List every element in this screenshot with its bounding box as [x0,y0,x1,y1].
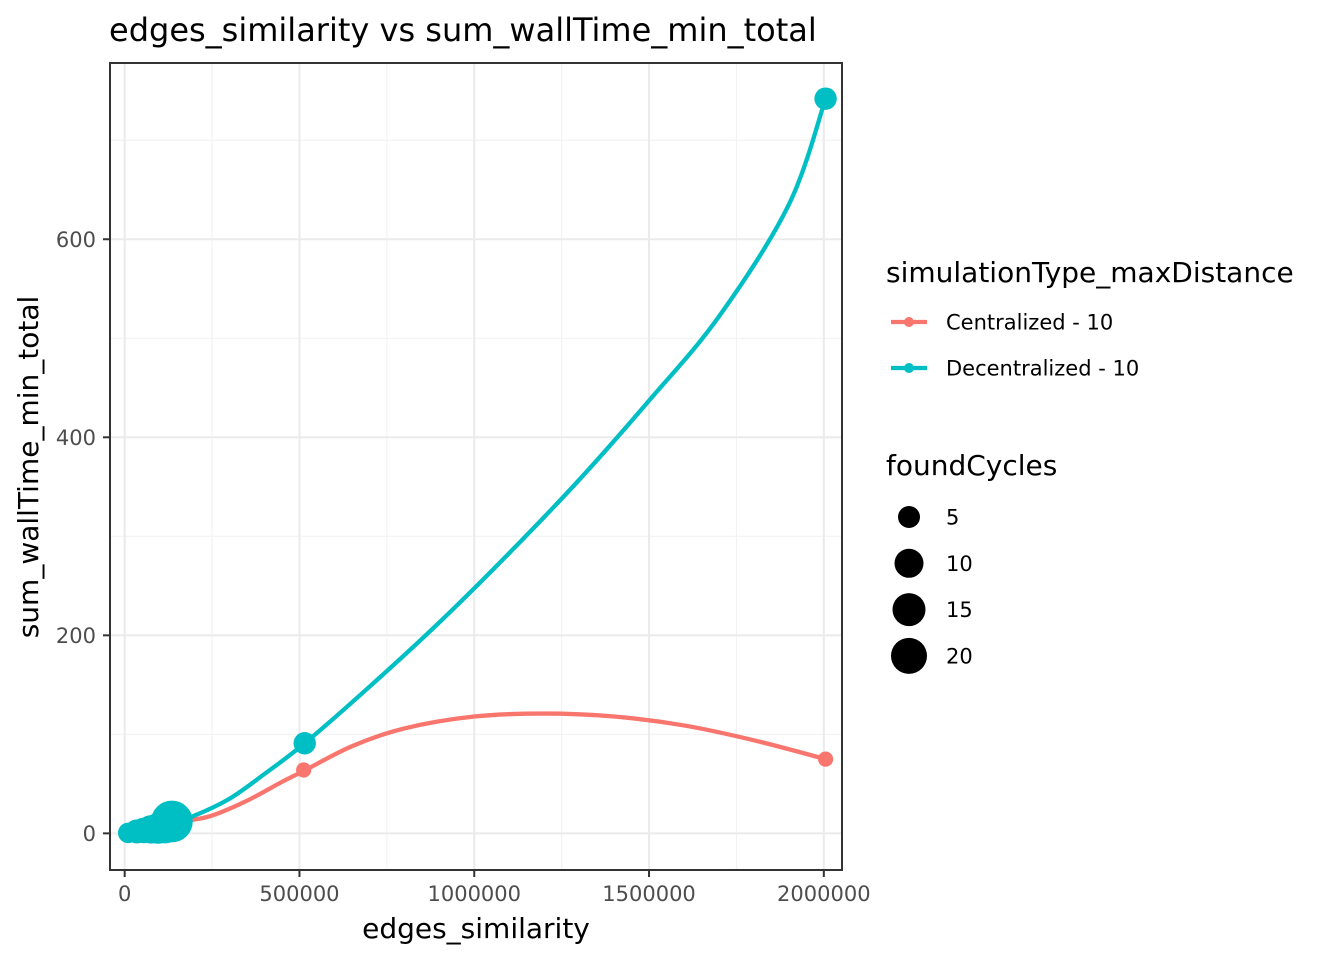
centralized-trend-line [126,711,828,836]
y-tick-label: 400 [56,426,96,450]
x-tick-label: 0 [118,882,131,906]
centralized-point [817,751,834,767]
x-tick-label: 1000000 [427,882,521,906]
panel-border [109,62,843,871]
series-points [117,87,837,844]
legend-key-point [904,363,914,373]
x-tick-label: 1500000 [602,882,696,906]
size-legend-label: 5 [946,506,959,530]
grid [110,63,842,870]
legend-label: Decentralized - 10 [946,357,1139,381]
y-tick-label: 600 [56,228,96,252]
decentralized-point [293,732,316,755]
plot-panel [109,62,843,871]
color-legend: simulationType_maxDistance Centralized -… [886,256,1294,381]
x-axis-title: edges_similarity [362,912,590,945]
size-legend-key [898,506,920,528]
color-legend-title: simulationType_maxDistance [886,256,1294,289]
size-legend-title: foundCycles [886,449,1057,482]
size-legend: foundCycles 5 10 15 20 [886,449,1057,674]
decentralized-trend-line [126,96,828,836]
size-legend-label: 15 [946,598,973,622]
y-tick-label: 0 [83,822,96,846]
x-axis: 0 500000 1000000 1500000 2000000 [118,870,871,906]
series-lines [126,96,828,836]
size-legend-key [894,548,924,578]
legend-key-point [904,317,914,327]
decentralized-point [814,87,837,110]
size-legend-label: 10 [946,552,973,576]
x-tick-label: 2000000 [777,882,871,906]
y-axis: 0 200 400 600 [56,228,110,846]
y-axis-title: sum_wallTime_min_total [12,296,45,639]
chart-title: edges_similarity vs sum_wallTime_min_tot… [109,11,817,49]
size-legend-label: 20 [946,644,973,668]
centralized-point [296,762,312,778]
decentralized-point [150,800,193,843]
x-tick-label: 500000 [259,882,339,906]
size-legend-key [892,593,926,627]
y-tick-label: 200 [56,624,96,648]
legend-label: Centralized - 10 [946,311,1113,335]
size-legend-key [891,637,927,674]
